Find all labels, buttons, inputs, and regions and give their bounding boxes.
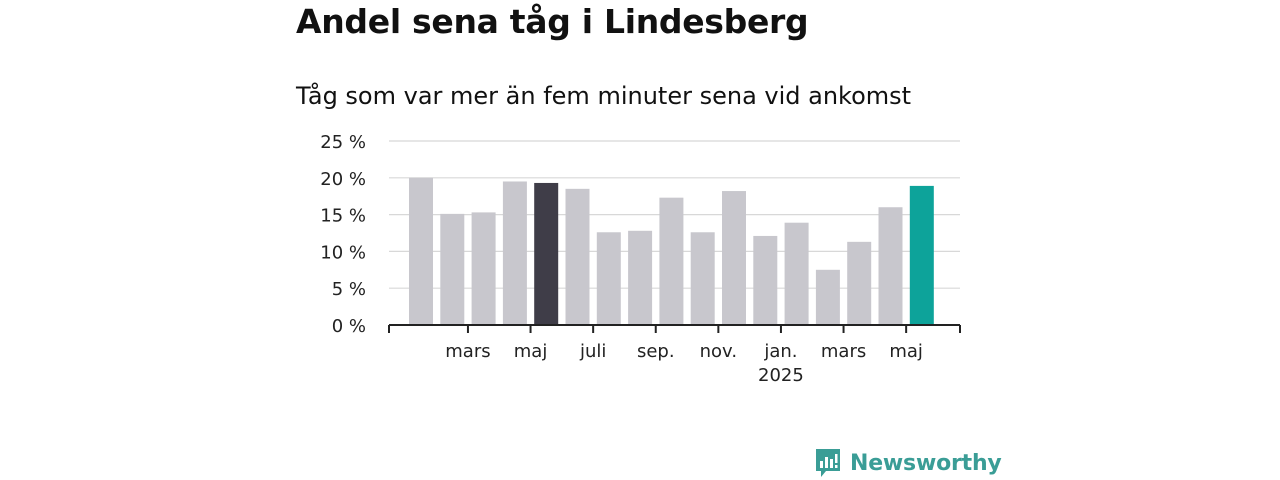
bars [409,177,934,325]
bar-chart: 0 % 5 % 10 % 15 % 20 % 25 % mars maj juli sep. no… [320,132,961,386]
bar [440,213,465,325]
x-tick-label: nov. [700,341,737,362]
x-tick-label: maj [889,341,923,362]
x-tick-label: sep. [637,341,675,362]
x-tick-year-label: 2025 [758,365,804,386]
y-tick-label: 15 % [320,206,366,227]
bar [659,197,684,325]
bar [471,212,496,325]
x-tick-label: maj [514,341,548,362]
bar [690,232,715,325]
x-tick-label: mars [445,341,490,362]
bar [596,232,621,325]
y-tick-label: 10 % [320,242,366,263]
y-tick-label: 20 % [320,169,366,190]
bar [878,207,903,325]
x-axis: mars maj juli sep. nov. jan. 2025 mars maj [388,324,961,386]
x-tick-label: mars [821,341,866,362]
newsworthy-logo-icon [816,449,840,477]
bar [409,177,433,325]
chart-subtitle: Tåg som var mer än fem minuter sena vid … [296,82,912,110]
bar [722,191,746,325]
brand-name: Newsworthy [850,450,1002,476]
x-tick-label: juli [579,341,606,362]
bar [753,235,778,325]
y-tick-label: 0 % [332,316,366,337]
bar [847,241,872,325]
x-tick-label: jan. [763,341,797,362]
bar [628,230,653,325]
bar [565,188,590,325]
newsworthy-logo[interactable]: Newsworthy [814,446,1002,480]
bar [784,222,809,325]
y-tick-label: 5 % [332,279,366,300]
y-axis: 0 % 5 % 10 % 15 % 20 % 25 % [320,132,366,337]
bar [502,181,527,325]
bar [815,269,840,325]
bar [534,182,559,325]
chart-title: Andel sena tåg i Lindesberg [296,2,809,41]
bar [909,185,934,325]
y-tick-label: 25 % [320,132,366,153]
